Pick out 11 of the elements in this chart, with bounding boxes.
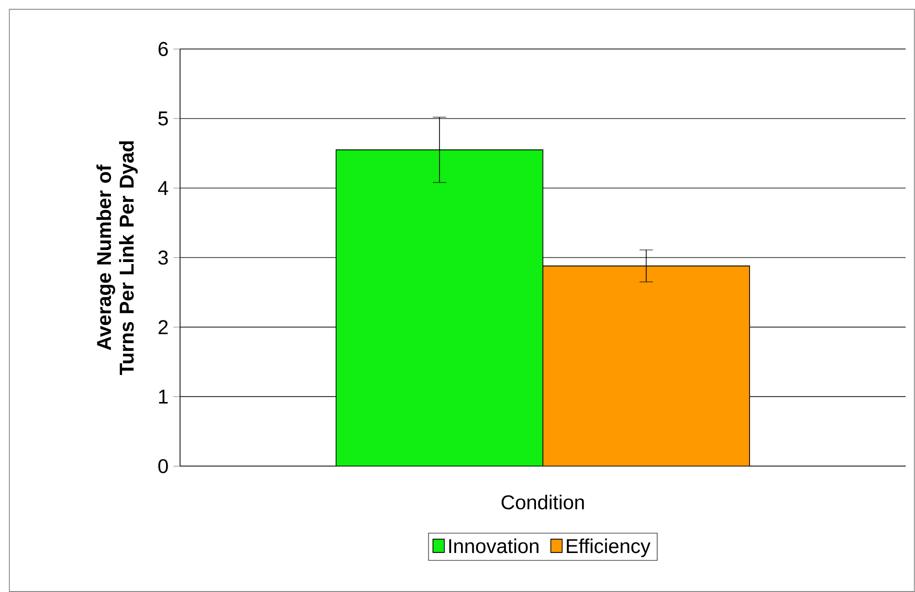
y-tick-label: 5 (158, 111, 168, 126)
y-tick-label: 2 (158, 320, 168, 334)
x-axis-title: Condition (502, 494, 584, 510)
y-tick-label: 3 (158, 250, 168, 265)
y-tick-label: 4 (158, 181, 168, 195)
legend-label: Efficiency (566, 538, 650, 558)
y-axis-title: Average Number of Turns Per Link Per Dyad (96, 141, 138, 375)
y-tick-label: 6 (158, 42, 168, 56)
y-tick-label: 0 (158, 458, 168, 474)
legend-label: Innovation (449, 538, 538, 554)
y-tick-label: 1 (159, 390, 168, 404)
